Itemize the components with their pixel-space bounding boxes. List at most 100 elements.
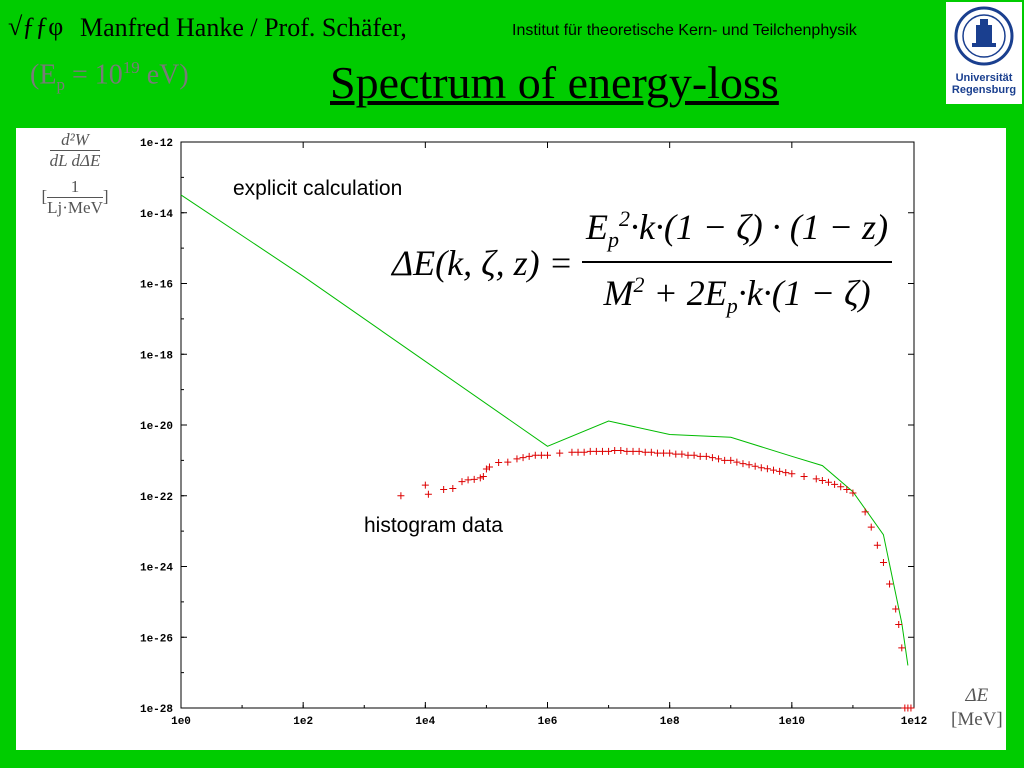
histogram-data-point xyxy=(733,458,741,466)
energy-label-suffix: eV) xyxy=(139,59,189,91)
x-axis-symbol: ΔE xyxy=(965,685,989,706)
histogram-data-point xyxy=(800,473,808,481)
histogram-data-point xyxy=(837,483,845,491)
histogram-data-point xyxy=(424,490,432,498)
energy-label: (Ep = 1019 eV) xyxy=(30,58,189,95)
histogram-data-point xyxy=(519,454,527,462)
slide-header: √ƒƒφ Manfred Hanke / Prof. Schäfer, Inst… xyxy=(0,0,1024,48)
x-tick-label: 1e0 xyxy=(171,716,191,728)
plot-panel: 1e0 1e2 1e4 1e6 1e8 1e10 1e12 1e-12 1e-14 1e-16 1e… xyxy=(16,128,1006,750)
header-authors: Manfred Hanke / Prof. Schäfer, xyxy=(80,13,407,42)
histogram-data-point xyxy=(653,449,661,457)
histogram-data-point xyxy=(763,465,771,473)
energy-loss-chart: 1e0 1e2 1e4 1e6 1e8 1e10 1e12 1e-12 1e-14 1e-16 1e… xyxy=(140,138,927,728)
energy-label-sup: 19 xyxy=(122,58,140,77)
y-axis-label: d²W dL dΔE [1 Lj·MeV] xyxy=(20,130,130,218)
y-axis-denominator: dL dΔE xyxy=(49,150,101,170)
formula-den-sup: 2 xyxy=(633,272,645,298)
histogram-data-point xyxy=(849,489,857,497)
histogram-data-point xyxy=(684,451,692,459)
histogram-data-point xyxy=(586,447,594,455)
annotation-explicit-calculation: explicit calculation xyxy=(233,177,402,200)
y-axis-unit-den: Lj·MeV xyxy=(47,197,103,217)
histogram-data-point xyxy=(470,475,478,483)
histogram-data-point xyxy=(479,473,487,481)
university-name-line2: Regensburg xyxy=(951,84,1017,96)
histogram-data-point xyxy=(812,475,820,483)
histogram-data-point xyxy=(715,455,723,463)
histogram-data-point xyxy=(476,474,484,482)
formula-num-sub: p xyxy=(607,227,619,253)
histogram-data-point xyxy=(513,455,521,463)
histogram-data-point xyxy=(537,451,545,459)
histogram-data-point xyxy=(660,449,668,457)
formula-lhs: ΔE(k, ζ, z) = xyxy=(392,243,582,284)
formula-num-sup: 2 xyxy=(618,206,630,231)
histogram-data-point xyxy=(611,447,619,455)
y-axis-unit-num: 1 xyxy=(70,177,80,196)
histogram-data-point xyxy=(818,476,826,484)
histogram-data-point xyxy=(727,456,735,464)
histogram-data-point xyxy=(886,580,894,588)
histogram-data-point xyxy=(702,452,710,460)
histogram-data-point xyxy=(708,454,716,462)
university-logo: Universität Regensburg xyxy=(946,2,1022,104)
y-tick-label: 1e-16 xyxy=(140,280,173,292)
x-axis-unit: [MeV] xyxy=(951,709,1003,730)
y-axis-unit-fraction: 1 Lj·MeV xyxy=(47,177,103,218)
histogram-data-point xyxy=(861,508,869,516)
energy-label-prefix: (E xyxy=(30,59,57,91)
y-tick-label: 1e-28 xyxy=(140,704,173,716)
formula-numerator: Ep2·k·(1 − ζ) · (1 − z) xyxy=(582,198,892,261)
histogram-data-point xyxy=(776,467,784,475)
university-name-line1: Universität xyxy=(955,72,1013,84)
annotation-histogram-data: histogram data xyxy=(364,514,503,537)
histogram-data-point xyxy=(873,541,881,549)
explicit-calculation-line xyxy=(180,194,909,666)
histogram-data-point xyxy=(504,458,512,466)
y-axis-numerator: d²W xyxy=(61,130,89,149)
histogram-data-point xyxy=(751,462,759,470)
histogram-data-point xyxy=(666,449,674,457)
histogram-data-point xyxy=(531,451,539,459)
formula-denominator: M2 + 2Ep·k·(1 − ζ) xyxy=(581,261,893,328)
university-name: Universität Regensburg xyxy=(946,72,1022,96)
formula-fraction: Ep2·k·(1 − ζ) · (1 − z) M2 + 2Ep·k·(1 − ζ… xyxy=(581,198,893,328)
histogram-data-point xyxy=(568,448,576,456)
y-tick-label: 1e-26 xyxy=(140,633,173,645)
histogram-data-point xyxy=(892,605,900,613)
histogram-data-point xyxy=(757,464,765,472)
y-tick-label: 1e-14 xyxy=(140,209,173,221)
histogram-data-point xyxy=(556,449,564,457)
histogram-data-point xyxy=(831,480,839,488)
histogram-data-point xyxy=(782,469,790,477)
histogram-data-point xyxy=(647,448,655,456)
histogram-data-point xyxy=(739,460,747,468)
histogram-data-point xyxy=(879,558,887,566)
histogram-data-point xyxy=(898,644,906,652)
y-tick-label: 1e-20 xyxy=(140,421,173,433)
header-institute: Institut für theoretische Kern- und Teil… xyxy=(512,22,857,39)
x-tick-label: 1e12 xyxy=(901,716,927,728)
histogram-data-point xyxy=(721,456,729,464)
histogram-data-point xyxy=(895,620,903,628)
energy-loss-formula: ΔE(k, ζ, z) = Ep2·k·(1 − ζ) · (1 − z) M2 … xyxy=(392,198,893,328)
formula-num-a: E xyxy=(585,207,608,247)
histogram-data-point xyxy=(605,447,613,455)
y-axis-unit: [1 Lj·MeV] xyxy=(41,177,109,218)
y-axis-fraction: d²W dL dΔE xyxy=(49,130,101,171)
histogram-data-point xyxy=(440,486,448,494)
slide-title: Spectrum of energy-loss xyxy=(330,57,779,108)
histogram-data-point xyxy=(623,447,631,455)
x-tick-label: 1e6 xyxy=(538,716,558,728)
x-axis-label: ΔE [MeV] xyxy=(951,684,1003,732)
y-tick-label: 1e-22 xyxy=(140,492,173,504)
histogram-data-point xyxy=(485,463,493,471)
y-tick-label: 1e-18 xyxy=(140,350,173,362)
histogram-data-point xyxy=(574,448,582,456)
x-tick-label: 1e4 xyxy=(415,716,435,728)
histogram-data-point xyxy=(458,478,466,486)
histogram-data-point xyxy=(635,447,643,455)
histogram-data-point xyxy=(544,451,551,459)
formula-den-a: M xyxy=(603,273,634,314)
